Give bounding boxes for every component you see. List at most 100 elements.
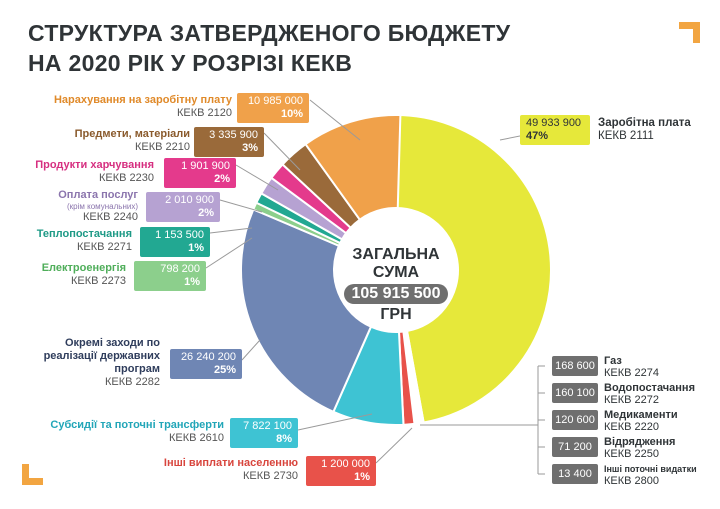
corner-decoration-bottom-left [22, 464, 43, 485]
title-line-2: НА 2020 РІК У РОЗРІЗІ КЕКВ [28, 50, 353, 76]
value-box-vidriadzhennia: 71 200 [552, 437, 598, 457]
value: 7 822 100 [243, 420, 292, 432]
label-name-line-2: реалізації державних [43, 350, 160, 362]
label-code: КЕКВ 2120 [176, 107, 232, 119]
percent: 2% [198, 207, 214, 219]
label-name: Оплата послуг [58, 189, 138, 201]
label-name: Водопостачання [604, 382, 695, 394]
label-name: Газ [604, 355, 622, 367]
label-name: Медикаменти [604, 409, 678, 421]
value: 1 200 000 [321, 458, 370, 470]
label-inshi-potochni: Інші поточні видатки КЕКВ 2800 [604, 463, 697, 487]
label-code: КЕКВ 2730 [242, 470, 298, 482]
label-predmety: Предмети, матеріали КЕКВ 2210 [10, 128, 190, 154]
label-code: КЕКВ 2111 [598, 130, 654, 142]
value: 2 010 900 [165, 194, 214, 206]
label-vidriadzhennia: Відрядження КЕКВ 2250 [604, 436, 675, 460]
label-code: КЕКВ 2230 [98, 172, 154, 184]
value-box-zarplata: 49 933 900 47% [520, 115, 590, 145]
value-box-gaz: 168 600 [552, 356, 598, 376]
value: 26 240 200 [180, 351, 236, 363]
leader-line-7 [297, 413, 373, 431]
label-name: Відрядження [604, 436, 676, 448]
label-name: Заробітна плата [598, 117, 691, 129]
value-box-inshi-potochni: 13 400 [552, 464, 598, 484]
value-box-predmety: 3 335 900 3% [194, 127, 264, 157]
label-name: Продукти харчування [35, 159, 154, 171]
value: 1 153 500 [155, 229, 204, 241]
value-box-medykamenty: 120 600 [552, 410, 598, 430]
label-name: Субсидії та поточні трансферти [50, 419, 224, 431]
label-elektro: Електроенергія КЕКВ 2273 [6, 262, 126, 288]
label-code: КЕКВ 2800 [604, 475, 660, 487]
percent: 47% [526, 130, 549, 142]
percent: 25% [213, 364, 236, 376]
label-name: Предмети, матеріали [74, 128, 190, 140]
percent: 1% [354, 471, 370, 483]
label-medykamenty: Медикаменти КЕКВ 2220 [604, 409, 678, 433]
label-gaz: Газ КЕКВ 2274 [604, 355, 659, 379]
page-title: СТРУКТУРА ЗАТВЕРДЖЕНОГО БЮДЖЕТУ НА 2020 … [28, 18, 510, 78]
leader-line-3 [219, 199, 263, 213]
label-code: КЕКВ 2272 [604, 394, 660, 406]
label-name-line-3: програм [114, 363, 160, 375]
label-code: КЕКВ 2273 [70, 275, 126, 287]
value-box-produkty: 1 901 900 2% [164, 158, 236, 188]
value-box-teplo: 1 153 500 1% [140, 227, 210, 257]
label-oplata: Оплата послуг (крім комунальних) КЕКВ 22… [3, 189, 138, 224]
small-items-bracket [420, 366, 539, 474]
center-line-1: ЗАГАЛЬНА [352, 246, 440, 263]
label-zarplata: Заробітна плата КЕКВ 2111 [598, 117, 691, 143]
value-box-subsydii: 7 822 100 8% [230, 418, 298, 448]
label-code: КЕКВ 2220 [604, 421, 660, 433]
label-okremi: Окремі заходи по реалізації державних пр… [10, 337, 160, 389]
value: 10 985 000 [247, 95, 303, 107]
label-teplo: Теплопостачання КЕКВ 2271 [12, 228, 132, 254]
value: 798 200 [160, 263, 200, 275]
leader-line-8 [375, 427, 413, 464]
leader-line-2 [235, 164, 279, 191]
value-box-okremi: 26 240 200 25% [170, 349, 242, 379]
label-code: КЕКВ 2271 [76, 241, 132, 253]
label-name: Інші поточні видатки [604, 464, 697, 474]
value: 49 933 900 [526, 117, 582, 129]
leader-line-0 [309, 99, 361, 141]
center-total-value: 105 915 500 [343, 284, 449, 304]
label-produkty: Продукти харчування КЕКВ 2230 [4, 159, 154, 185]
value-box-elektro: 798 200 1% [134, 261, 206, 291]
label-name: Нарахування на заробітну плату [53, 94, 232, 106]
value: 3 335 900 [209, 129, 258, 141]
value-box-inshi-vyplaty: 1 200 000 1% [306, 456, 376, 486]
label-inshi-vyplaty: Інші виплати населенню КЕКВ 2730 [98, 457, 298, 483]
percent: 10% [280, 108, 303, 120]
slice-8 [240, 208, 373, 414]
label-name: Електроенергія [41, 262, 126, 274]
value-box-vodo: 160 100 [552, 383, 598, 403]
leader-line-1 [263, 132, 301, 171]
label-code: КЕКВ 2610 [168, 432, 224, 444]
slice-14 [304, 114, 402, 222]
center-total: ЗАГАЛЬНА СУМА 105 915 500 ГРН [334, 246, 458, 324]
percent: 1% [184, 276, 200, 288]
label-name: Інші виплати населенню [163, 457, 298, 469]
label-nарахування: Нарахування на заробітну плату КЕКВ 2120 [12, 94, 232, 120]
leader-line-5 [205, 237, 253, 269]
slice-0 [395, 113, 552, 424]
value-box-nарахування: 10 985 000 10% [237, 93, 309, 123]
title-line-1: СТРУКТУРА ЗАТВЕРДЖЕНОГО БЮДЖЕТУ [28, 20, 511, 46]
label-name: Теплопостачання [36, 228, 132, 240]
percent: 2% [214, 173, 230, 185]
corner-decoration-top-right [679, 22, 700, 43]
label-code: КЕКВ 2210 [134, 141, 190, 153]
leader-line-6 [241, 339, 261, 361]
percent: 8% [276, 433, 292, 445]
label-code: КЕКВ 2274 [604, 367, 660, 379]
center-line-2: СУМА [372, 264, 420, 281]
label-vodo: Водопостачання КЕКВ 2272 [604, 382, 695, 406]
label-subsydii: Субсидії та поточні трансферти КЕКВ 2610 [24, 419, 224, 445]
label-note: (крім комунальних) [67, 202, 138, 211]
leader-line-4 [209, 227, 253, 234]
label-code: КЕКВ 2250 [604, 448, 660, 460]
percent: 1% [188, 242, 204, 254]
